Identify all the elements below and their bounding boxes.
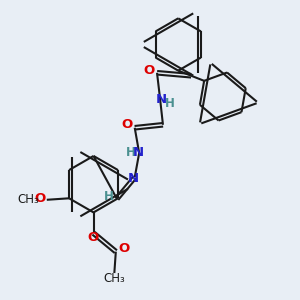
Text: H: H <box>165 97 174 110</box>
Text: N: N <box>133 146 144 159</box>
Text: H: H <box>104 190 114 203</box>
Text: N: N <box>128 172 139 185</box>
Text: O: O <box>88 231 99 244</box>
Text: CH₃: CH₃ <box>103 272 125 285</box>
Text: H: H <box>126 146 136 159</box>
Text: N: N <box>156 93 167 106</box>
Text: O: O <box>143 64 154 77</box>
Text: O: O <box>122 118 133 131</box>
Text: CH₃: CH₃ <box>17 193 39 206</box>
Text: O: O <box>34 192 46 206</box>
Text: O: O <box>118 242 129 255</box>
